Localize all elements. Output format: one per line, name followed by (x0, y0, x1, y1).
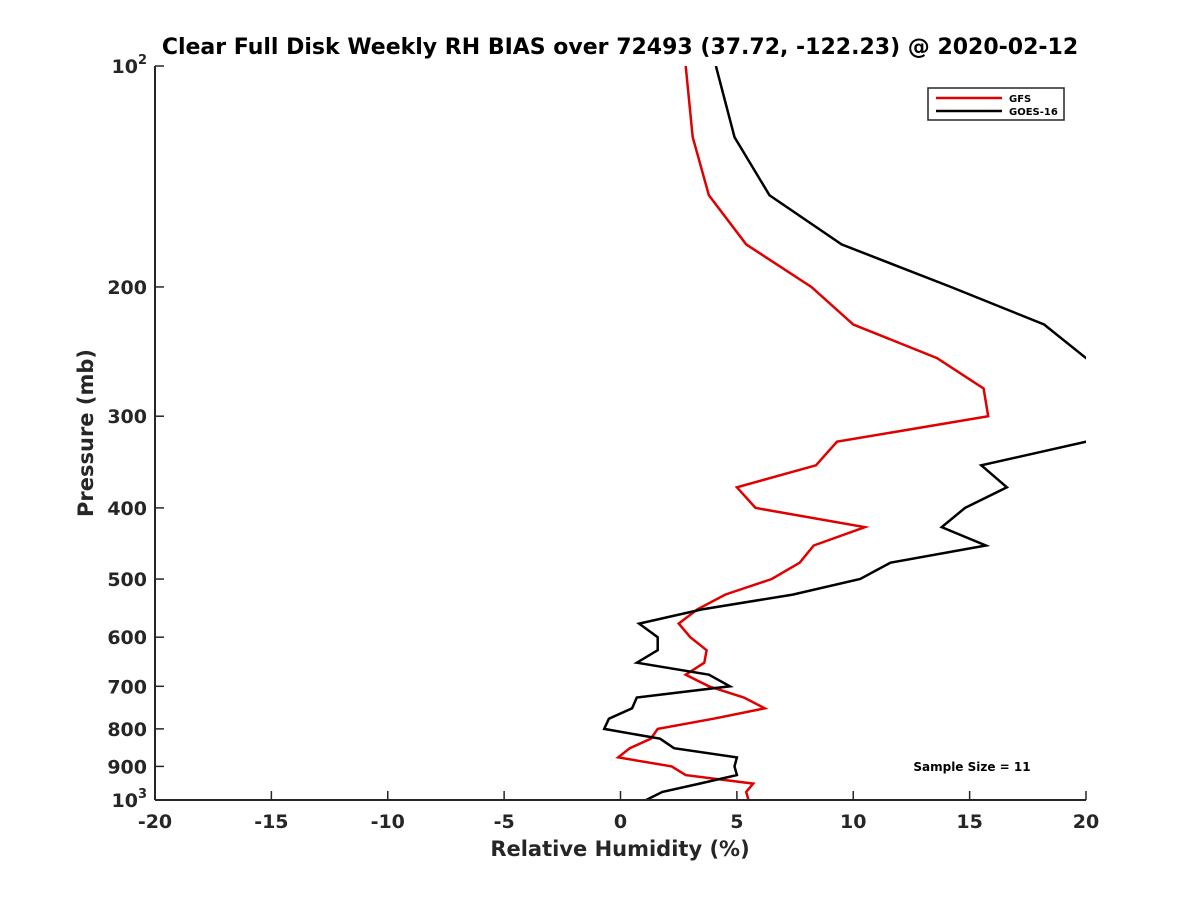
x-tick-label: -20 (138, 811, 172, 833)
x-tick-label: 10 (840, 811, 866, 833)
x-tick-label: 20 (1073, 811, 1099, 833)
x-tick-label: -10 (371, 811, 405, 833)
y-tick-label: 400 (107, 498, 147, 520)
y-axis-label: Pressure (mb) (74, 349, 98, 517)
x-tick-label: -5 (494, 811, 515, 833)
axes-layer (154, 66, 1086, 801)
y-tick-label: 700 (107, 676, 147, 698)
series-layer (602, 66, 1086, 800)
series-line-gfs (615, 66, 990, 800)
y-tick-label: 103 (112, 787, 148, 812)
y-tick-label: 500 (107, 569, 147, 591)
series-line-goes-16 (602, 66, 1086, 800)
y-tick-label: 300 (107, 406, 147, 428)
chart-title: Clear Full Disk Weekly RH BIAS over 7249… (162, 35, 1078, 60)
legend-label-goes16: GOES-16 (1009, 107, 1058, 118)
x-ticks: -20 -15 -10 -5 0 5 10 15 20 (138, 791, 1099, 833)
y-tick-label: 600 (107, 627, 147, 649)
y-tick-label: 900 (107, 756, 147, 778)
legend-box (927, 87, 1065, 121)
legend: GFS GOES-16 (927, 87, 1065, 121)
legend-label-gfs: GFS (1009, 94, 1031, 105)
x-axis-label: Relative Humidity (%) (490, 837, 749, 861)
x-tick-label: -15 (254, 811, 288, 833)
sample-size-annotation: Sample Size = 11 (913, 760, 1030, 774)
y-tick-label: 800 (107, 719, 147, 741)
y-ticks: 102 200 300 400 500 600 700 800 900 103 (107, 53, 164, 812)
y-tick-label: 102 (112, 53, 148, 78)
y-tick-label: 200 (107, 277, 147, 299)
x-tick-label: 0 (614, 811, 627, 833)
x-tick-label: 15 (956, 811, 982, 833)
x-tick-label: 5 (730, 811, 743, 833)
